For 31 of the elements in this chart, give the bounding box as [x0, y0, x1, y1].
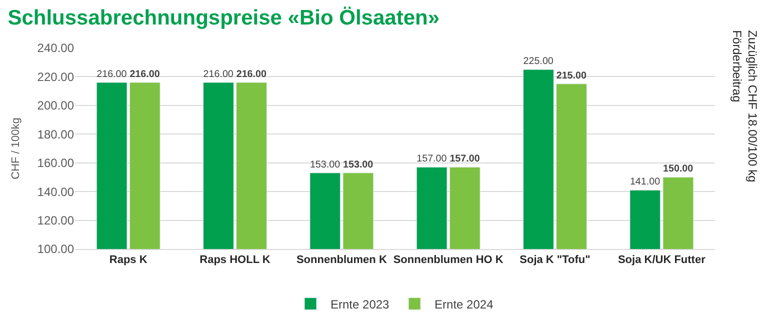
data-label: 141.00 [630, 176, 661, 188]
data-label: 153.00 [343, 159, 374, 170]
x-tick-label: Sonnenblumen K [296, 254, 387, 266]
y-axis-title: CHF / 100kg [10, 118, 22, 180]
data-label: 157.00 [416, 154, 448, 165]
data-label: 216.00 [203, 68, 234, 80]
y-tick-label: 140.00 [37, 184, 74, 199]
data-label: 216.00 [130, 68, 160, 80]
x-tick-label: Sonnenblumen HO K [393, 254, 504, 266]
chart-title: Schlussabrechnungspreise «Bio Ölsaaten» [8, 6, 440, 30]
y-tick-label: 180.00 [37, 127, 74, 142]
x-tick-label: Raps K [109, 254, 148, 266]
data-label: 150.00 [663, 164, 694, 175]
data-label: 216.00 [96, 68, 128, 80]
data-label: 153.00 [310, 159, 341, 170]
text: Zuzüglich CHF 18.00/100 kg Förderbeitrag [730, 30, 760, 182]
legend-label: Ernte 2023 [330, 297, 390, 312]
y-tick-label: 100.00 [37, 242, 74, 256]
data-label: 215.00 [556, 70, 587, 82]
y-tick-label: 120.00 [37, 213, 74, 228]
data-label: 157.00 [450, 154, 480, 165]
x-tick-label: Raps HOLL K [200, 254, 270, 266]
x-tick-label: Soja K "Tofu" [520, 254, 590, 266]
y-tick-label: 240.00 [37, 41, 74, 56]
y-tick-label: 220.00 [37, 70, 74, 84]
x-tick-label: Soja K/UK Futter [618, 254, 706, 266]
data-label: 216.00 [236, 68, 267, 80]
legend-label: Ernte 2024 [434, 297, 494, 312]
y-tick-label: 160.00 [37, 156, 74, 170]
data-label: 225.00 [523, 56, 554, 68]
y-tick-label: 200.00 [37, 98, 74, 113]
